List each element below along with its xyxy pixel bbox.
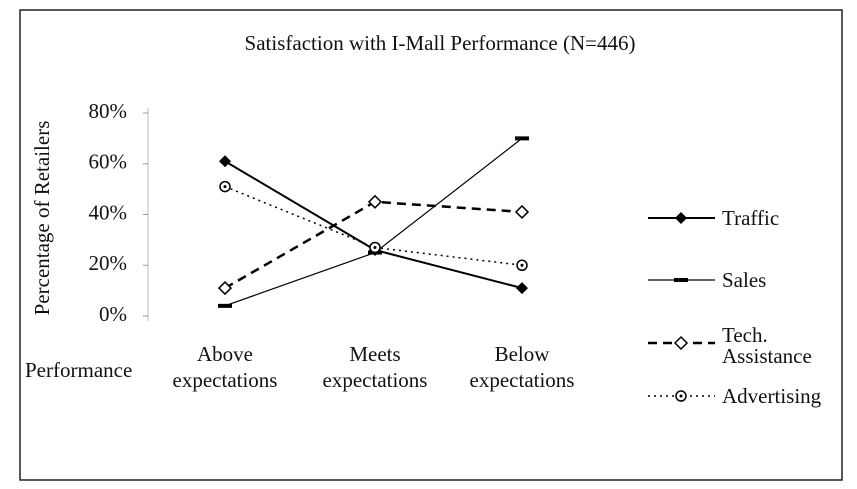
marker <box>673 335 689 351</box>
marker <box>674 278 688 282</box>
y-axis-label: Percentage of Retailers <box>30 121 54 316</box>
y-tick-label: 80% <box>89 99 128 123</box>
legend-label: Traffic <box>722 206 780 230</box>
legend-label: Sales <box>722 268 767 292</box>
marker <box>367 194 383 209</box>
legend-label: Advertising <box>722 384 822 408</box>
marker <box>217 281 233 296</box>
marker <box>515 136 529 141</box>
marker-dot <box>373 245 377 249</box>
y-tick-label: 0% <box>99 302 127 326</box>
y-tick-label: 60% <box>89 150 128 174</box>
y-tick-label: 40% <box>89 200 128 224</box>
x-tick-label: Below expectations <box>469 342 575 392</box>
marker-dot <box>223 185 227 189</box>
marker <box>218 303 232 308</box>
y-tick-label: 20% <box>89 251 128 275</box>
chart-title: Satisfaction with I-Mall Performance (N=… <box>245 31 636 55</box>
legend-label: Tech. Assistance <box>722 323 812 368</box>
x-tick-label: Meets expectations <box>322 342 428 392</box>
marker-dot <box>520 263 524 267</box>
x-axis-label: Performance <box>25 358 132 382</box>
x-tick-label: Above expectations <box>172 342 278 392</box>
marker <box>219 155 231 168</box>
marker <box>516 282 528 295</box>
marker <box>514 204 530 220</box>
chart-border <box>19 9 843 481</box>
marker-dot <box>679 394 683 398</box>
marker <box>675 212 687 224</box>
